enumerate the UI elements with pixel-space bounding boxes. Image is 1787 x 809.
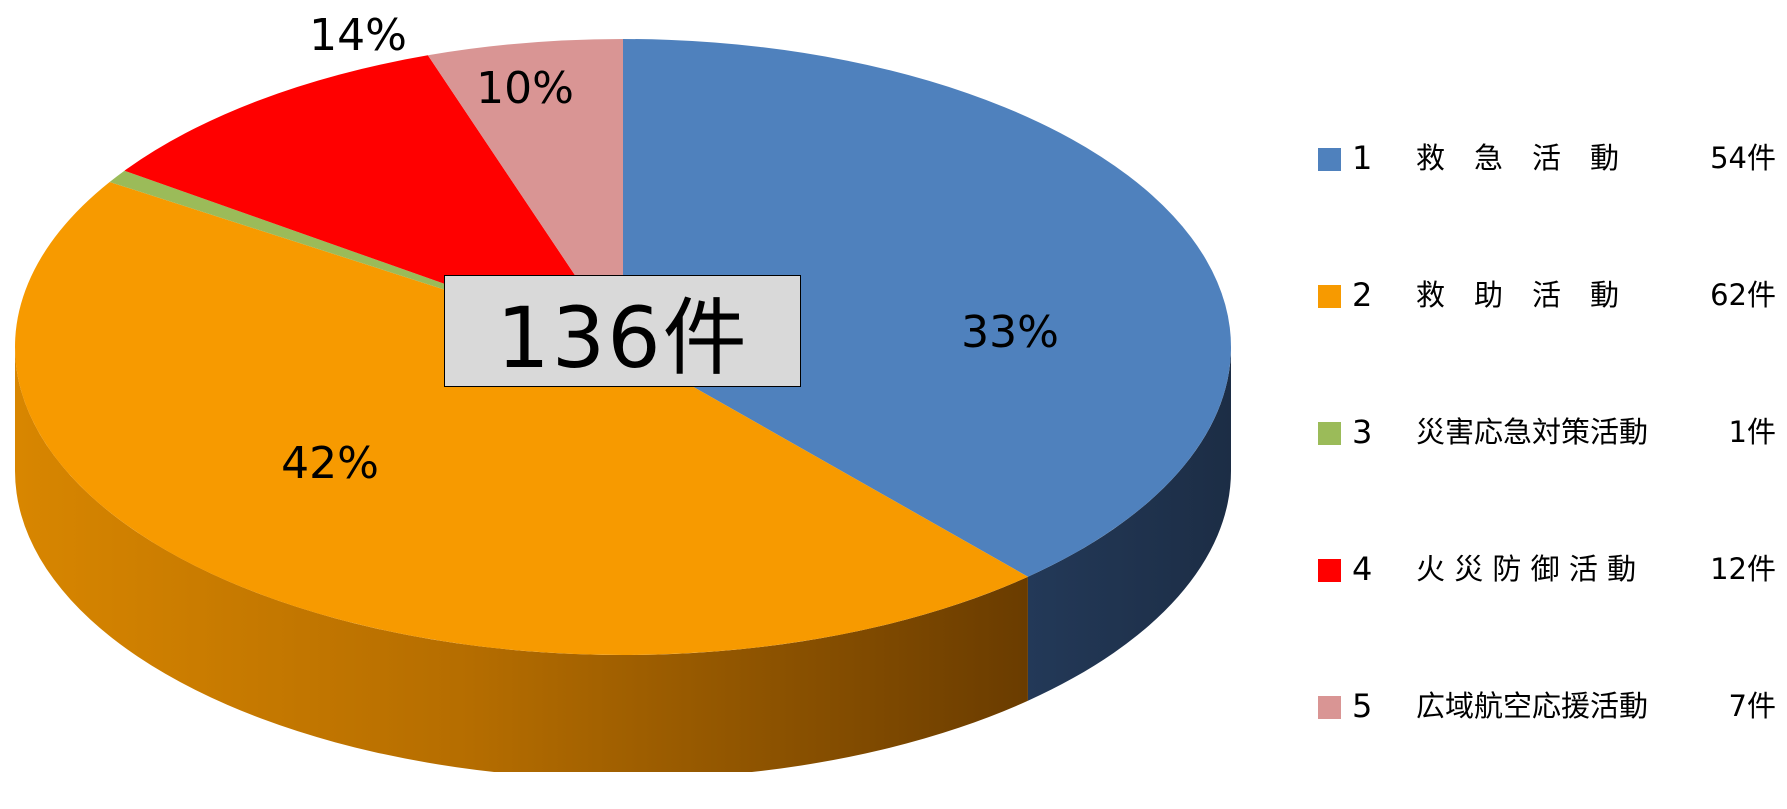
- legend-index-1: 1: [1352, 139, 1373, 177]
- pie-slice-4: [124, 55, 623, 347]
- pie-slice-side-1: [1027, 347, 1231, 701]
- pie-chart: 33% 42% 14% 10% 136件 1 救 急 活 動 54件 2 救 助 活 …: [14, 10, 1776, 772]
- legend-item-1: 1 救 急 活 動 54件: [1316, 124, 1784, 261]
- total-count-box: 136件: [444, 275, 801, 387]
- pie-chart-plot: 33% 42% 14% 10%: [14, 10, 1231, 772]
- legend-index-2: 2: [1352, 276, 1373, 314]
- legend: 1 救 急 活 動 54件 2 救 助 活 動 62件 3 災害応急対策活動 1…: [1316, 124, 1784, 809]
- legend-label-2: 救 助 活 動: [1416, 278, 1620, 312]
- legend-swatch-5: [1318, 696, 1341, 719]
- pie-slice-side-2: [15, 347, 1028, 772]
- pie-percent-label-5: 10%: [476, 63, 574, 114]
- pie-slice-2: [14, 181, 1028, 656]
- legend-label-1: 救 急 活 動: [1416, 141, 1620, 175]
- legend-swatch-1: [1318, 148, 1341, 171]
- legend-index-5: 5: [1352, 687, 1373, 725]
- legend-item-4: 4 火 災 防 御 活 動 12件: [1316, 535, 1784, 672]
- legend-label-3: 災害応急対策活動: [1416, 415, 1649, 449]
- legend-item-3: 3 災害応急対策活動 1件: [1316, 398, 1784, 535]
- pie-sides: [15, 347, 1231, 772]
- pie-percent-label-4: 14%: [309, 10, 407, 61]
- pie-labels: 33% 42% 14% 10%: [281, 10, 1059, 489]
- legend-index-3: 3: [1352, 413, 1373, 451]
- legend-count-2: 62件: [1710, 278, 1776, 312]
- pie-tops: [14, 39, 1231, 656]
- legend-item-2: 2 救 助 活 動 62件: [1316, 261, 1784, 398]
- legend-label-5: 広域航空応援活動: [1416, 689, 1649, 723]
- pie-slice-5: [427, 39, 623, 347]
- legend-count-5: 7件: [1728, 689, 1776, 723]
- legend-index-4: 4: [1352, 550, 1373, 588]
- pie-slice-1: [623, 39, 1231, 577]
- legend-count-3: 1件: [1728, 415, 1776, 449]
- legend-count-4: 12件: [1710, 552, 1776, 586]
- legend-count-1: 54件: [1710, 141, 1776, 175]
- pie-percent-label-1: 33%: [961, 307, 1059, 358]
- legend-swatch-3: [1318, 422, 1341, 445]
- legend-label-4: 火 災 防 御 活 動: [1416, 552, 1637, 586]
- legend-swatch-4: [1318, 559, 1341, 582]
- legend-swatch-2: [1318, 285, 1341, 308]
- pie-percent-label-2: 42%: [281, 438, 379, 489]
- legend-item-5: 5 広域航空応援活動 7件: [1316, 672, 1784, 809]
